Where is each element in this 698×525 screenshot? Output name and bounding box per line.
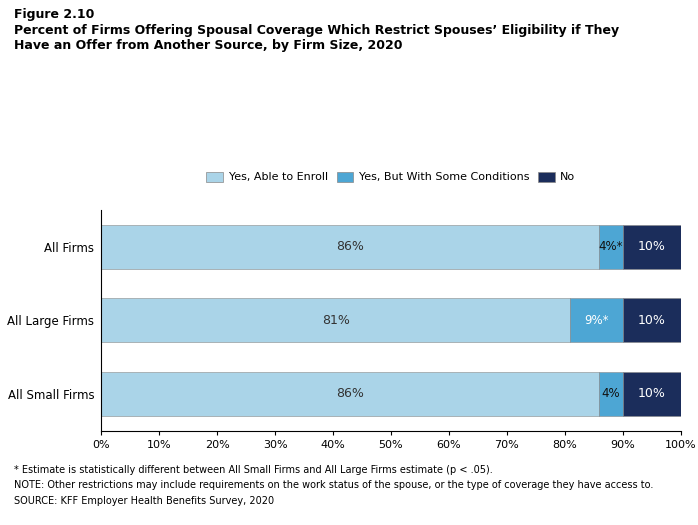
Bar [623, 372, 681, 416]
Text: Figure 2.10: Figure 2.10 [14, 8, 94, 21]
Bar [101, 298, 570, 342]
Text: 10%: 10% [638, 240, 665, 253]
Text: * Estimate is statistically different between All Small Firms and All Large Firm: * Estimate is statistically different be… [14, 465, 493, 475]
Text: 81%: 81% [322, 314, 350, 327]
Text: Percent of Firms Offering Spousal Coverage Which Restrict Spouses’ Eligibility i: Percent of Firms Offering Spousal Covera… [14, 24, 619, 37]
Bar [600, 225, 623, 269]
Text: 10%: 10% [638, 314, 665, 327]
Bar [570, 298, 623, 342]
Text: 4%: 4% [602, 387, 621, 400]
Bar [623, 298, 681, 342]
Bar [101, 372, 600, 416]
Text: 4%*: 4%* [599, 240, 623, 253]
Text: NOTE: Other restrictions may include requirements on the work status of the spou: NOTE: Other restrictions may include req… [14, 480, 653, 490]
Bar [101, 225, 600, 269]
Text: 86%: 86% [336, 387, 364, 400]
Bar [600, 372, 623, 416]
Legend: Yes, Able to Enroll, Yes, But With Some Conditions, No: Yes, Able to Enroll, Yes, But With Some … [202, 167, 580, 187]
Text: 9%*: 9%* [584, 314, 609, 327]
Text: 10%: 10% [638, 387, 665, 400]
Bar [623, 225, 681, 269]
Text: 86%: 86% [336, 240, 364, 253]
Text: SOURCE: KFF Employer Health Benefits Survey, 2020: SOURCE: KFF Employer Health Benefits Sur… [14, 496, 274, 506]
Text: Have an Offer from Another Source, by Firm Size, 2020: Have an Offer from Another Source, by Fi… [14, 39, 403, 52]
